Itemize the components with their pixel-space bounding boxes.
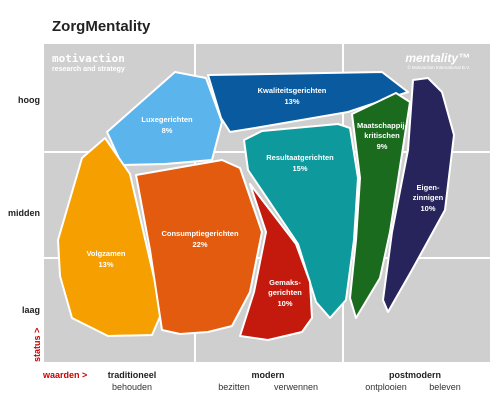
x-group-postmodern: postmodern <box>389 370 441 380</box>
segment-maatschappijkritischen-name-1: Maatschappij- <box>357 121 408 130</box>
y-axis-label: status > <box>32 328 42 362</box>
segment-gemaksgerichten-name-1: Gemaks- <box>269 278 301 287</box>
segment-kwaliteitsgerichten-shape <box>207 71 409 133</box>
x-sub-beleven: beleven <box>429 382 461 392</box>
segment-resultaatgerichten-shape <box>243 123 359 319</box>
segment-resultaatgerichten-value: 15% <box>292 164 307 173</box>
segment-eigenzinnigen-name-2: zinnigen <box>413 193 444 202</box>
x-sub-behouden: behouden <box>112 382 152 392</box>
motivaction-logo: motivaction <box>52 52 125 65</box>
segment-gemaksgerichten-name-2: gerichten <box>268 288 302 297</box>
segment-luxegerichten-shape <box>106 71 223 166</box>
segment-consumptiegerichten-shape <box>135 159 263 335</box>
segment-kwaliteitsgerichten-value: 13% <box>284 97 299 106</box>
segment-eigenzinnigen-value: 10% <box>420 204 435 213</box>
mentality-logo-sub: © Motivaction International B.V. <box>407 64 470 70</box>
segment-luxegerichten-name: Luxegerichten <box>141 115 193 124</box>
segment-gemaksgerichten-value: 10% <box>277 299 292 308</box>
segment-volgzamen-shape <box>57 137 163 337</box>
y-level-hoog: hoog <box>18 95 40 105</box>
segment-maatschappijkritischen-shape <box>349 92 411 319</box>
segment-kwaliteitsgerichten-name: Kwaliteitsgerichten <box>258 86 327 95</box>
segment-eigenzinnigen-name-1: Eigen- <box>417 183 440 192</box>
mentality-logo: mentality™ <box>405 51 470 65</box>
segment-consumptiegerichten-value: 22% <box>192 240 207 249</box>
x-axis-label: waarden > <box>42 370 87 380</box>
segment-volgzamen-value: 13% <box>98 260 113 269</box>
x-sub-bezitten: bezitten <box>218 382 250 392</box>
segment-shapes <box>57 71 455 341</box>
x-sub-ontplooien: ontplooien <box>365 382 407 392</box>
page-title: ZorgMentality <box>52 18 151 35</box>
x-sub-verwennen: verwennen <box>274 382 318 392</box>
y-level-midden: midden <box>8 208 40 218</box>
x-group-traditioneel: traditioneel <box>108 370 157 380</box>
segment-eigenzinnigen-shape <box>382 77 455 313</box>
motivaction-logo-sub: research and strategy <box>52 66 125 73</box>
segment-luxegerichten-value: 8% <box>162 126 173 135</box>
segment-maatschappijkritischen-value: 9% <box>377 142 388 151</box>
segment-resultaatgerichten-name: Resultaatgerichten <box>266 153 334 162</box>
y-level-laag: laag <box>22 305 40 315</box>
segment-gemaksgerichten-shape <box>239 183 313 341</box>
segment-maatschappijkritischen-name-2: kritischen <box>364 131 400 140</box>
segment-volgzamen-name: Volgzamen <box>86 249 125 258</box>
segment-consumptiegerichten-name: Consumptiegerichten <box>161 229 239 238</box>
x-group-modern: modern <box>251 370 284 380</box>
